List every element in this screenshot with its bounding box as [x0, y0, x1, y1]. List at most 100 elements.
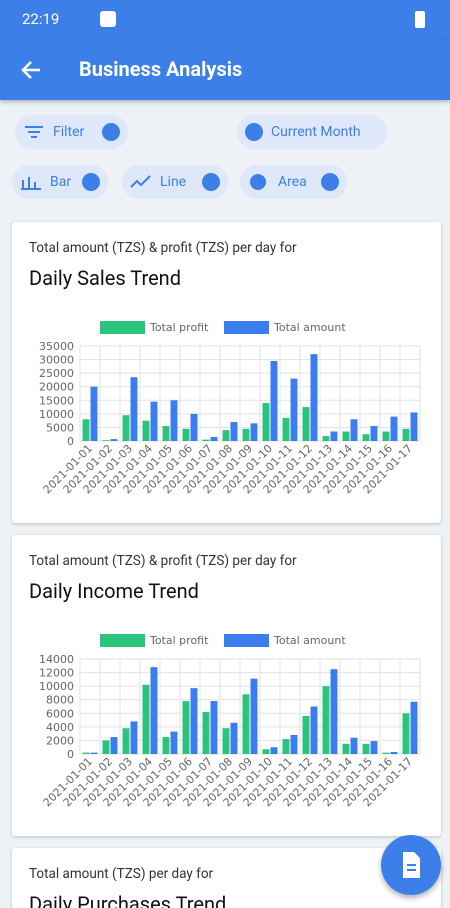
report-fab[interactable] — [381, 835, 441, 895]
bar — [402, 713, 410, 754]
bar — [222, 430, 230, 441]
chart-card: Total amount (TZS) & profit (TZS) per da… — [12, 535, 441, 836]
bar — [282, 739, 290, 754]
chip-label: Bar — [50, 174, 72, 190]
bar — [250, 423, 258, 441]
y-tick-label: 6000 — [46, 707, 74, 720]
y-tick-label: 8000 — [46, 694, 74, 707]
y-tick-label: 4000 — [46, 721, 74, 734]
bar — [322, 436, 330, 441]
chip-label: Filter — [53, 124, 85, 140]
filter-chip[interactable]: Filter — [15, 115, 128, 149]
bar — [170, 731, 178, 754]
legend-swatch — [224, 634, 269, 647]
status-bar: 22:19 — [0, 0, 450, 40]
bar — [242, 694, 250, 754]
bar — [362, 743, 370, 754]
bar — [350, 419, 358, 441]
area-chip[interactable]: Area — [240, 165, 347, 199]
bar — [310, 706, 318, 754]
y-tick-label: 35000 — [39, 340, 74, 353]
card-subtitle: Total amount (TZS) & profit (TZS) per da… — [29, 240, 297, 256]
bar — [202, 711, 210, 754]
card-subtitle: Total amount (TZS) & profit (TZS) per da… — [29, 553, 297, 569]
y-tick-label: 25000 — [39, 367, 74, 380]
back-button[interactable] — [20, 59, 42, 81]
bar — [382, 431, 390, 441]
bar — [102, 440, 110, 441]
bar — [162, 737, 170, 754]
card-title: Daily Purchases Trend — [29, 892, 227, 908]
chip-label: Line — [160, 174, 187, 190]
bar — [222, 728, 230, 754]
y-tick-label: 5000 — [46, 421, 74, 434]
bar — [282, 417, 290, 441]
y-tick-label: 15000 — [39, 394, 74, 407]
bar — [210, 436, 218, 441]
card-title: Daily Income Trend — [29, 579, 199, 603]
bar — [230, 422, 238, 441]
bar — [382, 752, 390, 754]
bar — [102, 740, 110, 754]
legend-label: Total amount — [273, 321, 346, 334]
clock: 22:19 — [22, 10, 60, 28]
bar — [350, 737, 358, 754]
card-subtitle: Total amount (TZS) per day for — [29, 866, 214, 882]
bar — [122, 415, 130, 441]
bar — [370, 426, 378, 441]
bar — [182, 701, 190, 754]
legend-swatch — [100, 321, 145, 334]
bar — [362, 434, 370, 441]
bar — [370, 741, 378, 754]
legend-swatch — [100, 634, 145, 647]
bar — [262, 403, 270, 441]
bar — [302, 407, 310, 441]
bar — [90, 752, 98, 754]
bar — [150, 401, 158, 441]
bar-chip[interactable]: Bar — [12, 165, 108, 199]
card-title: Daily Sales Trend — [29, 266, 181, 290]
y-tick-label: 2000 — [46, 734, 74, 747]
y-tick-label: 0 — [67, 435, 74, 448]
bar — [242, 428, 250, 441]
bar — [250, 678, 258, 754]
chip-label: Area — [278, 174, 307, 190]
bar — [170, 400, 178, 441]
bar — [82, 419, 90, 441]
notification-icon — [100, 11, 116, 27]
bar — [110, 439, 118, 441]
bar — [302, 716, 310, 754]
bar — [290, 735, 298, 754]
bar — [130, 377, 138, 441]
bar — [90, 386, 98, 441]
bar — [82, 752, 90, 754]
line-chip[interactable]: Line — [122, 165, 228, 199]
bar — [202, 439, 210, 441]
bar — [410, 701, 418, 754]
y-tick-label: 30000 — [39, 354, 74, 367]
bar — [270, 360, 278, 441]
bar — [110, 737, 118, 754]
bar — [210, 701, 218, 754]
period-chip[interactable]: Current Month — [237, 115, 387, 149]
chip-label: Current Month — [271, 124, 361, 140]
bar — [330, 431, 338, 441]
bar — [150, 667, 158, 754]
bar — [270, 747, 278, 754]
bar — [262, 749, 270, 754]
legend-label: Total amount — [273, 634, 346, 647]
y-tick-label: 12000 — [39, 667, 74, 680]
legend-swatch — [224, 321, 269, 334]
y-tick-label: 14000 — [39, 653, 74, 666]
chart-card: Total amount (TZS) & profit (TZS) per da… — [12, 222, 441, 523]
bar — [142, 420, 150, 441]
app-bar: Business Analysis — [0, 40, 450, 100]
bar — [330, 669, 338, 754]
chart: Total profit Total amount0500010000150002… — [39, 321, 421, 496]
bar — [122, 728, 130, 754]
chart: Total profit Total amount 0200040006000800… — [39, 634, 421, 809]
bar — [290, 378, 298, 441]
bar — [190, 413, 198, 441]
page-title: Business Analysis — [79, 57, 243, 81]
